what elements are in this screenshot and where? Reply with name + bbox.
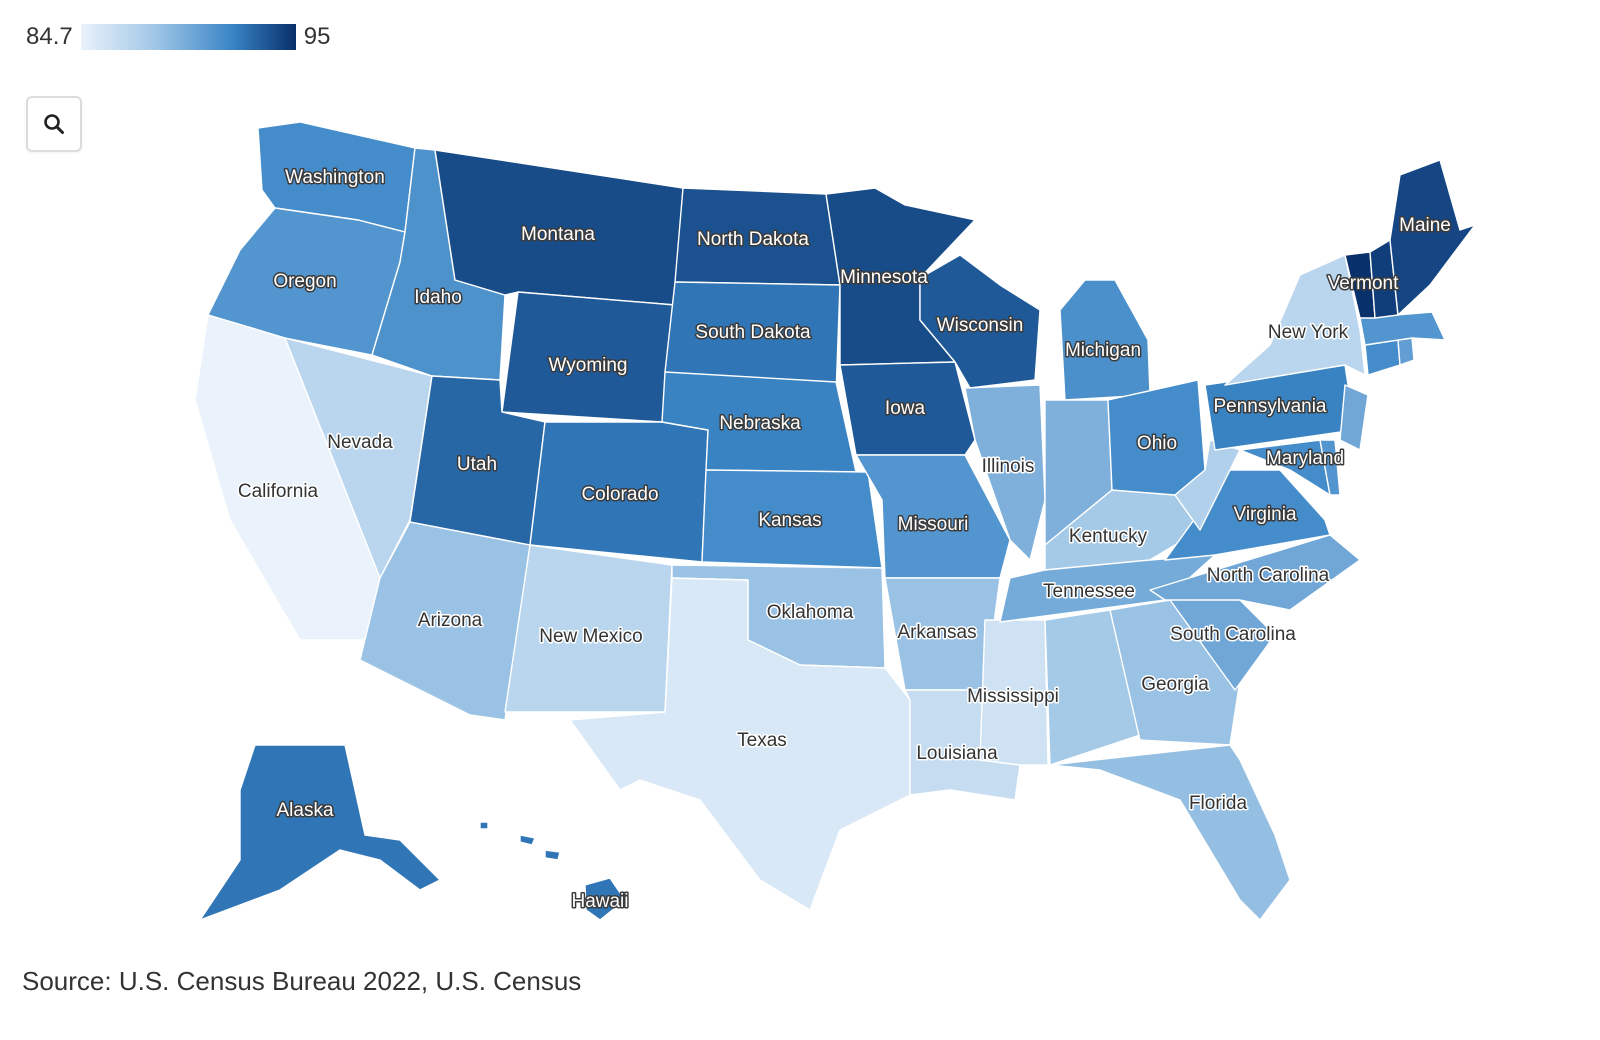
state-label-kansas: Kansas [758, 510, 821, 531]
state-label-tennessee: Tennessee [1043, 581, 1135, 602]
state-hawaii-island-2[interactable] [519, 834, 536, 846]
state-label-colorado: Colorado [581, 484, 658, 505]
state-label-maine: Maine [1399, 215, 1451, 236]
state-label-idaho: Idaho [414, 287, 462, 308]
search-icon [44, 114, 64, 134]
state-label-florida: Florida [1189, 793, 1248, 814]
state-label-wisconsin: Wisconsin [937, 315, 1024, 336]
state-label-arizona: Arizona [418, 610, 483, 631]
state-massachusetts[interactable] [1359, 311, 1446, 346]
state-label-north-carolina: North Carolina [1207, 565, 1330, 586]
state-new-york[interactable] [1224, 254, 1366, 386]
state-label-utah: Utah [457, 454, 497, 475]
state-hawaii[interactable] [584, 877, 626, 921]
state-florida[interactable] [1049, 744, 1291, 921]
state-label-north-dakota: North Dakota [697, 229, 809, 250]
state-alaska[interactable] [199, 744, 441, 921]
state-label-pennsylvania: Pennsylvania [1213, 396, 1326, 417]
state-label-hawaii: Hawaii [571, 891, 628, 912]
state-label-nevada: Nevada [327, 432, 393, 453]
us-choropleth-map: Washington Oregon California Nevada Idaho Mon… [194, 121, 1476, 921]
state-label-michigan: Michigan [1065, 340, 1141, 361]
state-hawaii-island-1[interactable] [479, 821, 489, 830]
state-label-iowa: Iowa [885, 398, 926, 419]
state-label-new-york: New York [1268, 322, 1349, 343]
state-label-mississippi: Mississippi [967, 686, 1059, 707]
state-new-jersey[interactable] [1339, 384, 1369, 451]
state-delaware[interactable] [1319, 439, 1341, 496]
state-label-california: California [238, 481, 319, 502]
state-iowa[interactable] [839, 361, 976, 456]
state-label-new-mexico: New Mexico [539, 626, 642, 647]
state-maine[interactable] [1389, 159, 1476, 316]
zoom-search-button[interactable] [26, 96, 82, 152]
state-label-missouri: Missouri [898, 514, 969, 535]
state-rhode-island[interactable] [1397, 337, 1415, 366]
state-label-washington: Washington [285, 167, 385, 188]
legend-min-label: 84.7 [26, 23, 73, 50]
state-hawaii-island-3[interactable] [544, 849, 561, 861]
state-wisconsin[interactable] [919, 254, 1041, 389]
state-label-minnesota: Minnesota [840, 267, 928, 288]
color-legend: 84.7 95 [26, 22, 330, 52]
state-illinois[interactable] [964, 384, 1046, 561]
state-label-kentucky: Kentucky [1069, 526, 1148, 547]
state-label-maryland: Maryland [1266, 448, 1344, 469]
source-note: Source: U.S. Census Bureau 2022, U.S. Ce… [22, 966, 582, 996]
state-label-montana: Montana [521, 224, 595, 245]
state-mississippi[interactable] [979, 619, 1049, 766]
state-label-oregon: Oregon [273, 271, 336, 292]
state-label-arkansas: Arkansas [897, 622, 976, 643]
state-label-oklahoma: Oklahoma [767, 602, 854, 623]
state-connecticut[interactable] [1364, 339, 1401, 376]
state-label-wyoming: Wyoming [548, 355, 627, 376]
state-label-louisiana: Louisiana [916, 743, 998, 764]
state-label-ohio: Ohio [1137, 433, 1177, 454]
state-label-texas: Texas [737, 730, 787, 751]
state-label-virginia: Virginia [1233, 504, 1296, 525]
legend-gradient-bar [80, 24, 296, 50]
legend-max-label: 95 [303, 23, 331, 50]
state-label-south-dakota: South Dakota [695, 322, 811, 343]
state-label-illinois: Illinois [982, 456, 1035, 477]
state-georgia[interactable] [1109, 599, 1241, 746]
state-label-south-carolina: South Carolina [1170, 624, 1296, 645]
state-label-alaska: Alaska [276, 800, 333, 821]
state-label-vermont: Vermont [1328, 273, 1399, 294]
state-label-nebraska: Nebraska [719, 413, 801, 434]
state-label-georgia: Georgia [1141, 674, 1209, 695]
state-texas[interactable] [569, 577, 911, 911]
